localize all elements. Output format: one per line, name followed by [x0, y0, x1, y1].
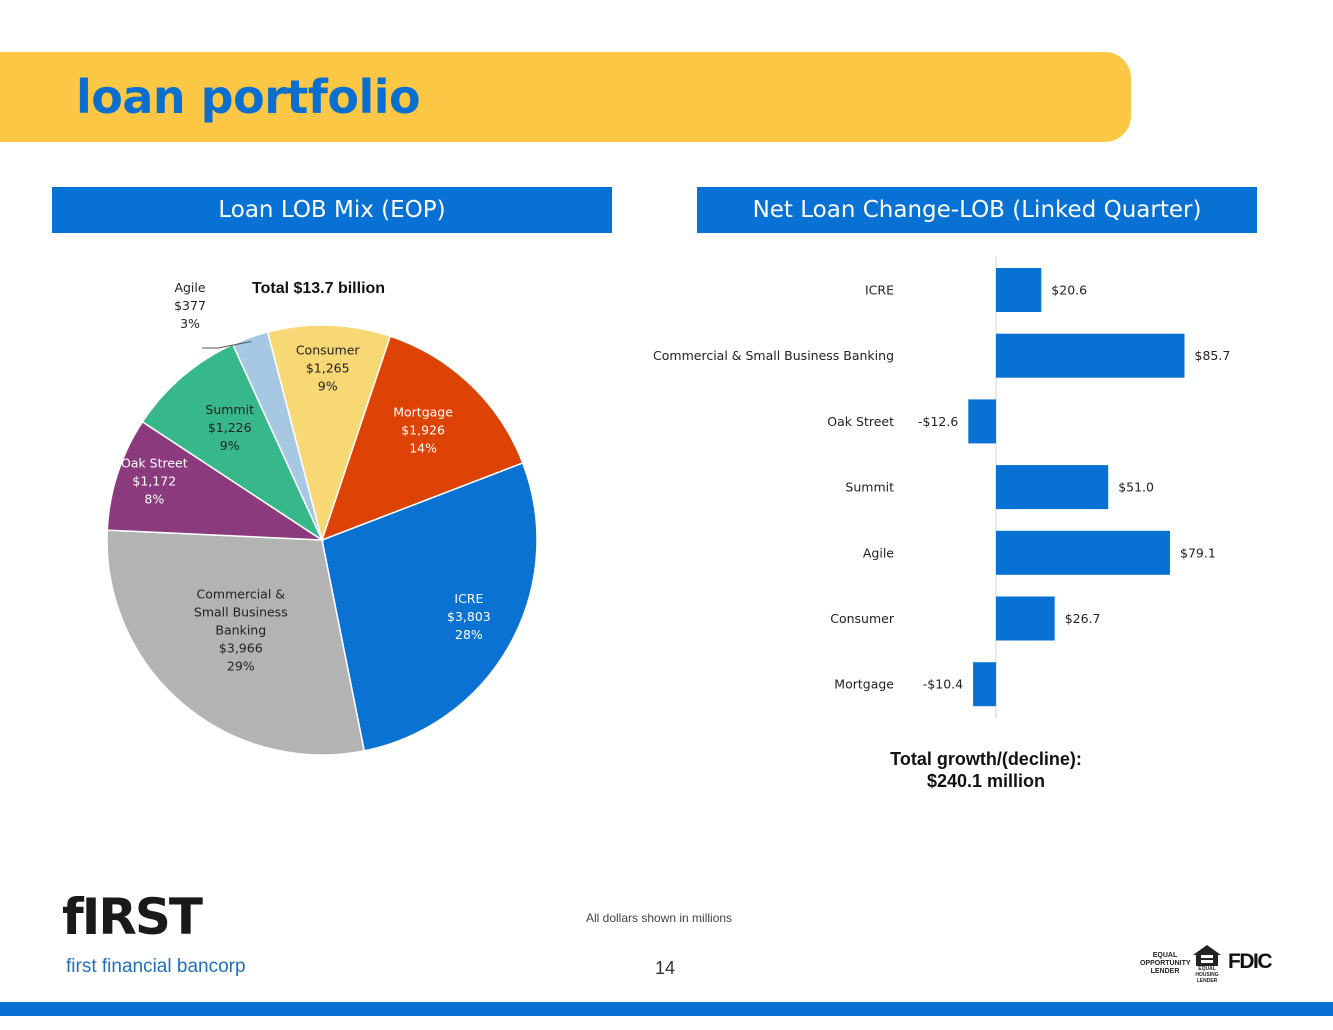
pie-slice-consumer: [266, 324, 392, 543]
pie-label-line: 8%: [144, 492, 164, 507]
pie-label-line: Summit: [205, 402, 254, 417]
pie-label-line: $1,172: [132, 474, 176, 489]
pie-label-line: Small Business: [194, 605, 288, 620]
bar-oak-street: [968, 399, 996, 444]
eol-line-3: LENDER: [1150, 968, 1180, 975]
pie-label-line: $1,226: [208, 420, 252, 435]
pie-label-line: ICRE: [454, 591, 483, 606]
title-banner: [0, 52, 1131, 142]
pie-slice-oak-street: [106, 420, 325, 541]
pie-label-summit: Summit $1,226 9%: [205, 402, 254, 453]
bar-category-label-agile: Agile: [863, 545, 894, 560]
pie-label-agile: Agile $377 3%: [174, 280, 206, 331]
bar-category-label-mortgage: Mortgage: [834, 677, 894, 692]
bar-chart-header: Net Loan Change-LOB (Linked Quarter): [697, 187, 1257, 233]
bar-value-label-agile: $79.1: [1180, 545, 1216, 560]
bar-category-label-oak-street: Oak Street: [827, 414, 894, 429]
total-growth-line-2: $240.1 million: [926, 771, 1046, 791]
pie-label-commercial-and-small-business-banking: Commercial & Small Business Banking $3,966 2…: [194, 587, 288, 674]
pie-label-line: 28%: [455, 627, 483, 642]
pie-chart-title: Total $13.7 billion: [252, 280, 386, 297]
pie-slice-icre: [321, 461, 538, 752]
bar-summit: [996, 465, 1109, 510]
total-growth-line-1: Total growth/(decline):: [890, 749, 1082, 769]
pie-label-line: Oak Street: [121, 456, 188, 471]
pie-label-consumer: Consumer $1,265 9%: [296, 342, 361, 393]
bar-value-label-oak-street: -$12.6: [918, 414, 958, 429]
bar-value-label-icre: $20.6: [1051, 283, 1087, 298]
bar-category-label-consumer: Consumer: [830, 611, 895, 626]
pie-label-line: Banking: [215, 623, 266, 638]
footnote: All dollars shown in millions: [586, 911, 733, 925]
bar-category-label-commercial-and-small-business-banking: Commercial & Small Business Banking: [653, 348, 894, 363]
ehl-line-2: LENDER: [1196, 978, 1218, 984]
first-logo-wordmark: fIRST: [62, 888, 203, 946]
bar-value-label-mortgage: -$10.4: [923, 677, 963, 692]
pie-label-line: $3,966: [219, 641, 263, 656]
bar-agile: [996, 530, 1170, 575]
bar-commercial-and-small-business-banking: [996, 333, 1185, 378]
bar-value-label-consumer: $26.7: [1065, 611, 1101, 626]
pie-chart-header: Loan LOB Mix (EOP): [52, 187, 612, 233]
bar-consumer: [996, 596, 1055, 641]
pie-label-line: 9%: [220, 438, 240, 453]
pie-slice-mortgage: [320, 335, 524, 542]
pie-label-line: Commercial &: [197, 587, 286, 602]
equal-opportunity-lender-logo: EQUAL OPPORTUNITY LENDER: [1140, 952, 1191, 976]
net-loan-change-bar-chart: ICRE $20.6 Commercial & Small Business Ban…: [653, 256, 1231, 718]
bar-icre: [996, 268, 1042, 312]
fdic-logo: FDIC: [1228, 950, 1273, 973]
loan-mix-pie-chart: ICRE $3,803 28% Commercial & Small Business B…: [106, 280, 538, 756]
pie-label-line: $377: [174, 298, 206, 313]
equal-housing-lender-text: EQUAL HOUSING LENDER: [1190, 966, 1224, 984]
pie-label-line: $1,265: [306, 360, 350, 375]
pie-label-line: 9%: [318, 378, 338, 393]
bar-value-label-commercial-and-small-business-banking: $85.7: [1195, 348, 1231, 363]
pie-leader-line-agile: [202, 341, 252, 349]
ehl-line-1: EQUAL HOUSING: [1195, 966, 1219, 978]
pie-label-line: $1,926: [401, 422, 445, 437]
pie-label-oak-street: Oak Street $1,172 8%: [121, 456, 188, 507]
bar-category-label-icre: ICRE: [865, 283, 894, 298]
bar-value-label-summit: $51.0: [1118, 480, 1154, 495]
pie-label-line: $3,803: [447, 609, 491, 624]
pie-slice-commercial-and-small-business-banking: [106, 529, 366, 756]
pie-label-line: Consumer: [296, 342, 361, 357]
pie-label-line: 29%: [227, 659, 255, 674]
page-title: loan portfolio: [76, 70, 421, 124]
equal-housing-icon: [1193, 945, 1221, 966]
bar-category-label-summit: Summit: [845, 480, 894, 495]
pie-label-line: 14%: [409, 440, 437, 455]
total-growth-label: Total growth/(decline): $240.1 million: [856, 748, 1116, 792]
logo-tagline: first financial bancorp: [66, 956, 246, 977]
eol-line-1: EQUAL: [1152, 952, 1178, 959]
pie-label-icre: ICRE $3,803 28%: [447, 591, 491, 642]
pie-label-line: Mortgage: [393, 404, 453, 419]
bar-mortgage: [973, 662, 996, 707]
pie-label-mortgage: Mortgage $1,926 14%: [393, 404, 453, 455]
pie-label-line: Agile: [174, 280, 205, 295]
pie-label-line: 3%: [180, 316, 200, 331]
footer-bar: [0, 1002, 1333, 1016]
eol-line-2: OPPORTUNITY: [1140, 960, 1191, 967]
page-number: 14: [655, 958, 676, 978]
